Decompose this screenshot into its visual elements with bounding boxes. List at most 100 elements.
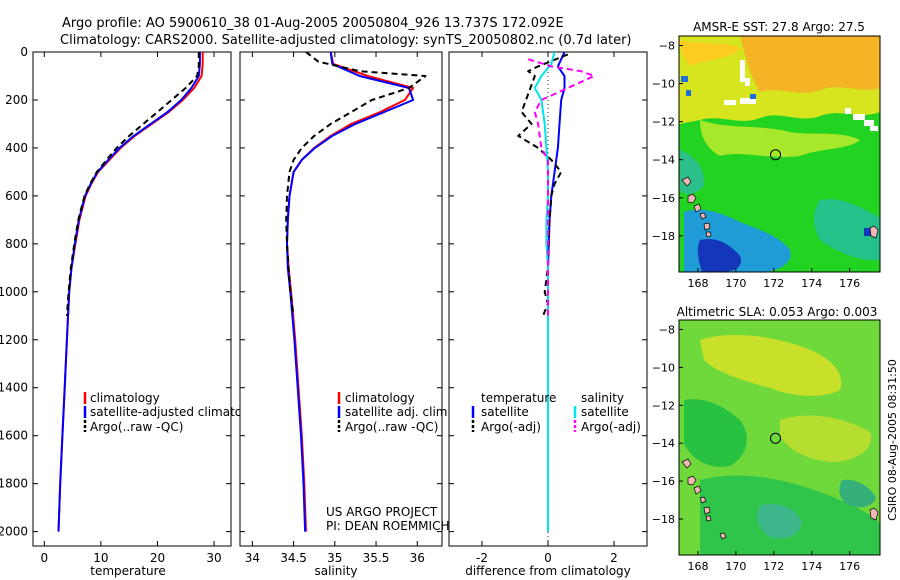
sla-island-east: [869, 507, 879, 521]
argo-float-position-marker: [770, 149, 781, 161]
sla-map-lat-tick-label: −14: [652, 437, 675, 450]
salinity-x-tick-label: 34.5: [280, 551, 307, 565]
salinity-x-axis-label: salinity: [314, 564, 357, 578]
sla-map-tick-group: 168 170 172 174 176 −8 −10 −12 −14 −16 −18: [652, 323, 860, 573]
sst-missing-pixel: [740, 98, 756, 104]
sla-field-teal-patch-2: [839, 479, 876, 508]
argo-float-position-marker: [770, 432, 781, 444]
sst-map-lat-tick-label: −18: [652, 230, 675, 243]
sla-map-lat-tick-label: −16: [652, 475, 675, 488]
salinity-legend: climatology satellite adj. clim. Argo(..…: [337, 391, 451, 434]
difference-series-salinity-satellite: [533, 52, 556, 532]
sst-field-yellow-patch: [700, 120, 860, 157]
project-label-line2: PI: DEAN ROEMMICH: [326, 519, 449, 533]
salinity-tick-group: 34 34.5 35 35.5 36: [240, 51, 442, 565]
legend-title-temperature: temperature: [481, 391, 556, 405]
sla-map-lon-tick-label: 170: [725, 560, 746, 573]
sla-field-teal-patch: [757, 503, 802, 539]
sst-missing-pixel: [864, 120, 874, 126]
depth-y-tick-label: 1000: [0, 285, 28, 299]
depth-y-tick-label: 1200: [0, 333, 28, 347]
figure-title-line1: Argo profile: AO 5900610_38 01-Aug-2005 …: [62, 16, 564, 31]
sst-map-lon-tick-label: 176: [839, 277, 860, 290]
sst-map-lat-tick-label: −12: [652, 116, 675, 129]
legend-label-satellite-adjusted: satellite-adjusted climatology: [90, 405, 268, 419]
depth-y-tick-label: 1800: [0, 477, 28, 491]
salinity-x-tick-label: 35: [327, 551, 342, 565]
sla-map-lat-tick-label: −10: [652, 361, 675, 374]
depth-y-tick-label: 800: [5, 237, 28, 251]
sla-map-lon-tick-label: 168: [687, 560, 708, 573]
legend-label-temperature-satellite: satellite: [481, 405, 529, 419]
sla-map-lat-tick-label: −8: [659, 323, 675, 336]
salinity-series-group: [285, 52, 427, 532]
temperature-x-axis-label: temperature: [90, 564, 165, 578]
sst-map-lat-tick-label: −8: [659, 40, 675, 53]
legend-label-argo: Argo(..raw -QC): [90, 420, 183, 434]
sla-island-group: [681, 458, 727, 540]
depth-y-tick-label: 400: [5, 141, 28, 155]
sst-field-cold-core: [697, 238, 742, 272]
depth-y-tick-label: 2000: [0, 525, 28, 539]
sla-field-yellow-patch-2: [780, 415, 872, 462]
temperature-panel: 0 10 20 30 0 200 400 600 800 1000 1200 1400 1600 1800…: [0, 45, 268, 578]
sst-blue-pixel: [864, 228, 872, 236]
salinity-series-argo-raw-qc: [285, 52, 427, 316]
legend-label-salinity-argo: Argo(-adj): [581, 420, 641, 434]
sst-missing-pixel: [853, 114, 865, 120]
depth-y-tick-label: 200: [5, 93, 28, 107]
temperature-series-satellite-adjusted-climatology: [57, 52, 201, 532]
depth-y-tick-label: 1400: [0, 381, 28, 395]
difference-x-tick-label: -2: [476, 551, 488, 565]
salinity-panel: 34 34.5 35 35.5 36 salinity climatology sate…: [239, 51, 451, 578]
difference-x-tick-label: 2: [610, 551, 618, 565]
salinity-series-satellite-adj-clim: [286, 52, 415, 532]
sst-map-tick-group: 168 170 172 174 176 −8 −10 −12 −14 −16 −18: [652, 40, 860, 290]
depth-y-tick-label: 0: [20, 45, 28, 59]
legend-label-salinity-satellite: satellite: [581, 405, 629, 419]
sla-map-lon-tick-label: 174: [801, 560, 822, 573]
sst-missing-pixel: [724, 100, 736, 105]
legend-label-climatology: climatology: [345, 391, 415, 405]
sst-map-lon-tick-label: 170: [725, 277, 746, 290]
legend-label-satellite-adj: satellite adj. clim.: [345, 405, 451, 419]
legend-title-salinity: salinity: [581, 391, 624, 405]
temperature-x-tick-label: 0: [40, 551, 48, 565]
sla-map-lat-tick-label: −18: [652, 513, 675, 526]
salinity-plot-frame: [239, 51, 443, 547]
sst-map-lon-tick-label: 168: [687, 277, 708, 290]
sst-blue-pixel: [681, 76, 688, 82]
sst-map-field: [679, 36, 880, 272]
sla-map-lat-tick-label: −12: [652, 399, 675, 412]
difference-x-tick-label: 0: [544, 551, 552, 565]
sst-map-lat-tick-label: −14: [652, 154, 675, 167]
legend-label-temperature-argo: Argo(-adj): [481, 420, 541, 434]
sla-map-lon-tick-label: 172: [763, 560, 784, 573]
sst-missing-pixel: [870, 126, 878, 131]
sst-island-group: [681, 176, 712, 238]
legend-label-argo: Argo(..raw -QC): [345, 420, 438, 434]
sla-map-panel: Altimetric SLA: 0.053 Argo: 0.003 168 170…: [652, 305, 881, 573]
sla-map-lon-tick-label: 176: [839, 560, 860, 573]
sst-blue-pixel: [686, 90, 691, 96]
sst-island-east: [869, 225, 879, 239]
temperature-series-group: [57, 52, 204, 532]
difference-panel: -2 0 2 difference from climatology tempera…: [448, 51, 648, 578]
sst-map-title: AMSR-E SST: 27.8 Argo: 27.5: [693, 20, 865, 34]
temperature-legend: climatology satellite-adjusted climatolo…: [83, 391, 268, 434]
temperature-plot-frame: [32, 51, 232, 547]
temperature-series-argo-raw-qc: [65, 52, 200, 316]
side-timestamp-label: CSIRO 08-Aug-2005 08:31:50: [886, 359, 899, 521]
sla-field-yellow-patch: [700, 334, 842, 396]
difference-legend: temperature satellite Argo(-adj) salinit…: [471, 391, 641, 434]
salinity-x-tick-label: 34: [245, 551, 260, 565]
sla-field-green-patch: [684, 399, 747, 467]
salinity-x-tick-label: 36: [410, 551, 425, 565]
sst-map-lat-tick-label: −10: [652, 78, 675, 91]
sla-map-title: Altimetric SLA: 0.053 Argo: 0.003: [677, 305, 878, 319]
sst-field-teal-patch: [814, 199, 880, 261]
sst-map-lat-tick-label: −16: [652, 192, 675, 205]
project-label-line1: US ARGO PROJECT: [326, 505, 438, 519]
sst-map-lon-tick-label: 172: [763, 277, 784, 290]
sst-map-panel: AMSR-E SST: 27.8 Argo: 27.5: [652, 20, 881, 290]
